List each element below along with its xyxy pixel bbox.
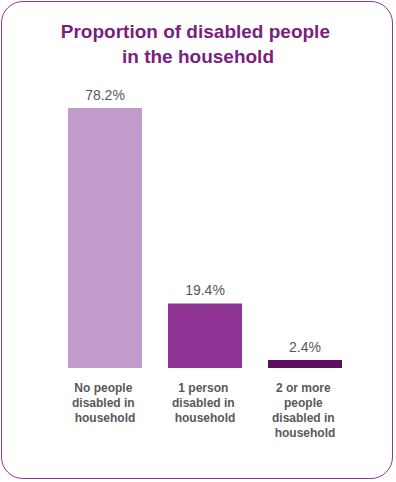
- svg-text:disabled in: disabled in: [72, 396, 138, 410]
- svg-text:disabled in: disabled in: [272, 411, 338, 425]
- svg-text:Proportion of disabled people: Proportion of disabled people: [61, 21, 335, 42]
- svg-text:disabled in: disabled in: [172, 396, 238, 410]
- svg-text:2 or more: 2 or more: [276, 381, 334, 395]
- svg-text:19.4%: 19.4%: [185, 282, 225, 298]
- svg-text:household: household: [275, 426, 336, 440]
- svg-text:2.4%: 2.4%: [289, 339, 321, 355]
- svg-text:No people: No people: [74, 381, 135, 395]
- svg-text:household: household: [75, 411, 136, 425]
- svg-text:in the household: in the household: [122, 46, 274, 67]
- svg-text:people: people: [284, 396, 326, 410]
- svg-text:household: household: [175, 411, 236, 425]
- svg-text:78.2%: 78.2%: [85, 87, 125, 103]
- svg-text:1 person: 1 person: [178, 381, 231, 395]
